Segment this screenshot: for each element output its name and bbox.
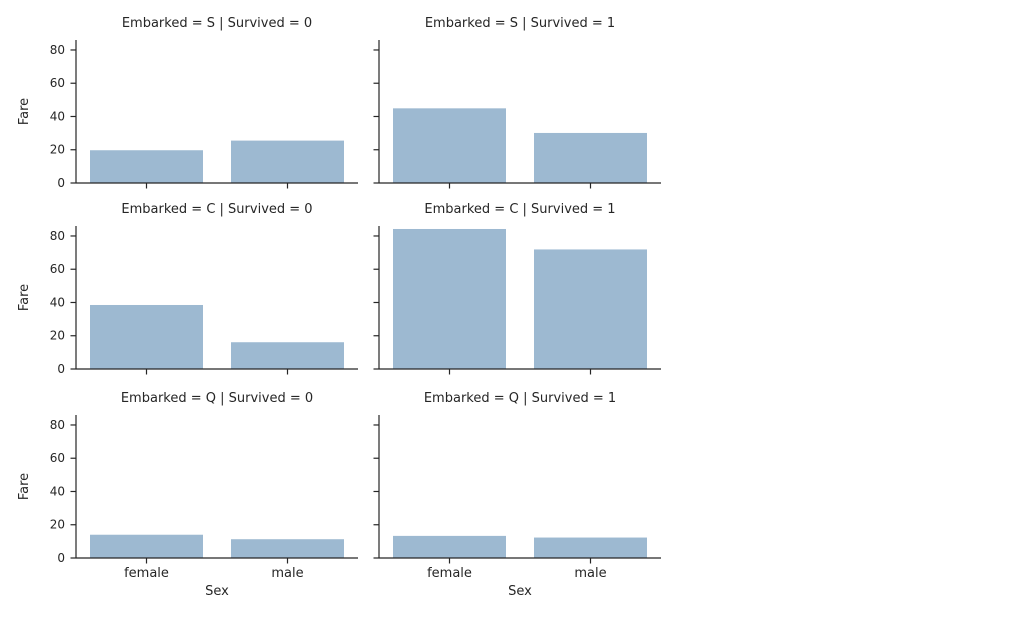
y-tick-label: 0 [57,362,65,376]
bar-female [393,228,506,369]
bar-female [90,534,203,558]
facet-title: Embarked = Q | Survived = 1 [424,391,616,406]
facet-subplot-embarked-S-survived-0: 0 20 40 60 80 Embarked = S | Survived = 0 Fare [17,16,358,190]
x-axis-label: Sex [205,584,229,599]
y-tick-label: 80 [50,229,65,243]
y-tick-label: 20 [50,329,65,343]
facet-subplot-embarked-C-survived-0: 0 20 40 60 80 Embarked = C | Survived = 0 Fare [17,202,358,376]
bar-female [393,535,506,558]
y-axis-label: Fare [17,473,32,500]
y-tick-label: 60 [50,262,65,276]
bar-male [534,537,647,558]
bar-male [231,342,344,369]
facet-subplot-embarked-C-survived-1: Embarked = C | Survived = 1 [373,202,661,375]
bar-male [534,249,647,369]
x-axis-label: Sex [508,584,532,599]
facet-subplot-embarked-Q-survived-1: female male Embarked = Q | Survived = 1 Sex [373,391,661,599]
bar-female [90,304,203,369]
y-tick-label: 80 [50,43,65,57]
x-tick-label: male [574,566,606,581]
y-tick-label: 60 [50,451,65,465]
y-tick-label: 0 [57,176,65,190]
y-tick-label: 20 [50,143,65,157]
y-tick-label: 20 [50,518,65,532]
bar-male [231,539,344,558]
bar-female [90,150,203,183]
bar-male [231,140,344,183]
x-tick-label: female [427,566,472,581]
x-tick-label: female [124,566,169,581]
facet-subplot-embarked-S-survived-1: Embarked = S | Survived = 1 [373,16,661,189]
facet-title: Embarked = C | Survived = 0 [121,202,312,217]
y-tick-label: 40 [50,109,65,123]
y-tick-label: 80 [50,418,65,432]
y-axis-label: Fare [17,98,32,125]
facet-title: Embarked = S | Survived = 0 [122,16,312,31]
x-tick-label: male [271,566,303,581]
y-tick-label: 60 [50,76,65,90]
y-tick-label: 40 [50,295,65,309]
y-tick-label: 40 [50,484,65,498]
y-axis-label: Fare [17,284,32,311]
facet-title: Embarked = C | Survived = 1 [424,202,615,217]
facet-title: Embarked = S | Survived = 1 [425,16,615,31]
y-tick-label: 0 [57,551,65,565]
bar-male [534,132,647,183]
bar-female [393,108,506,183]
facet-subplot-embarked-Q-survived-0: 0 20 40 60 80 female male Embarked = Q | Surviv… [17,391,358,599]
facet-title: Embarked = Q | Survived = 0 [121,391,313,406]
